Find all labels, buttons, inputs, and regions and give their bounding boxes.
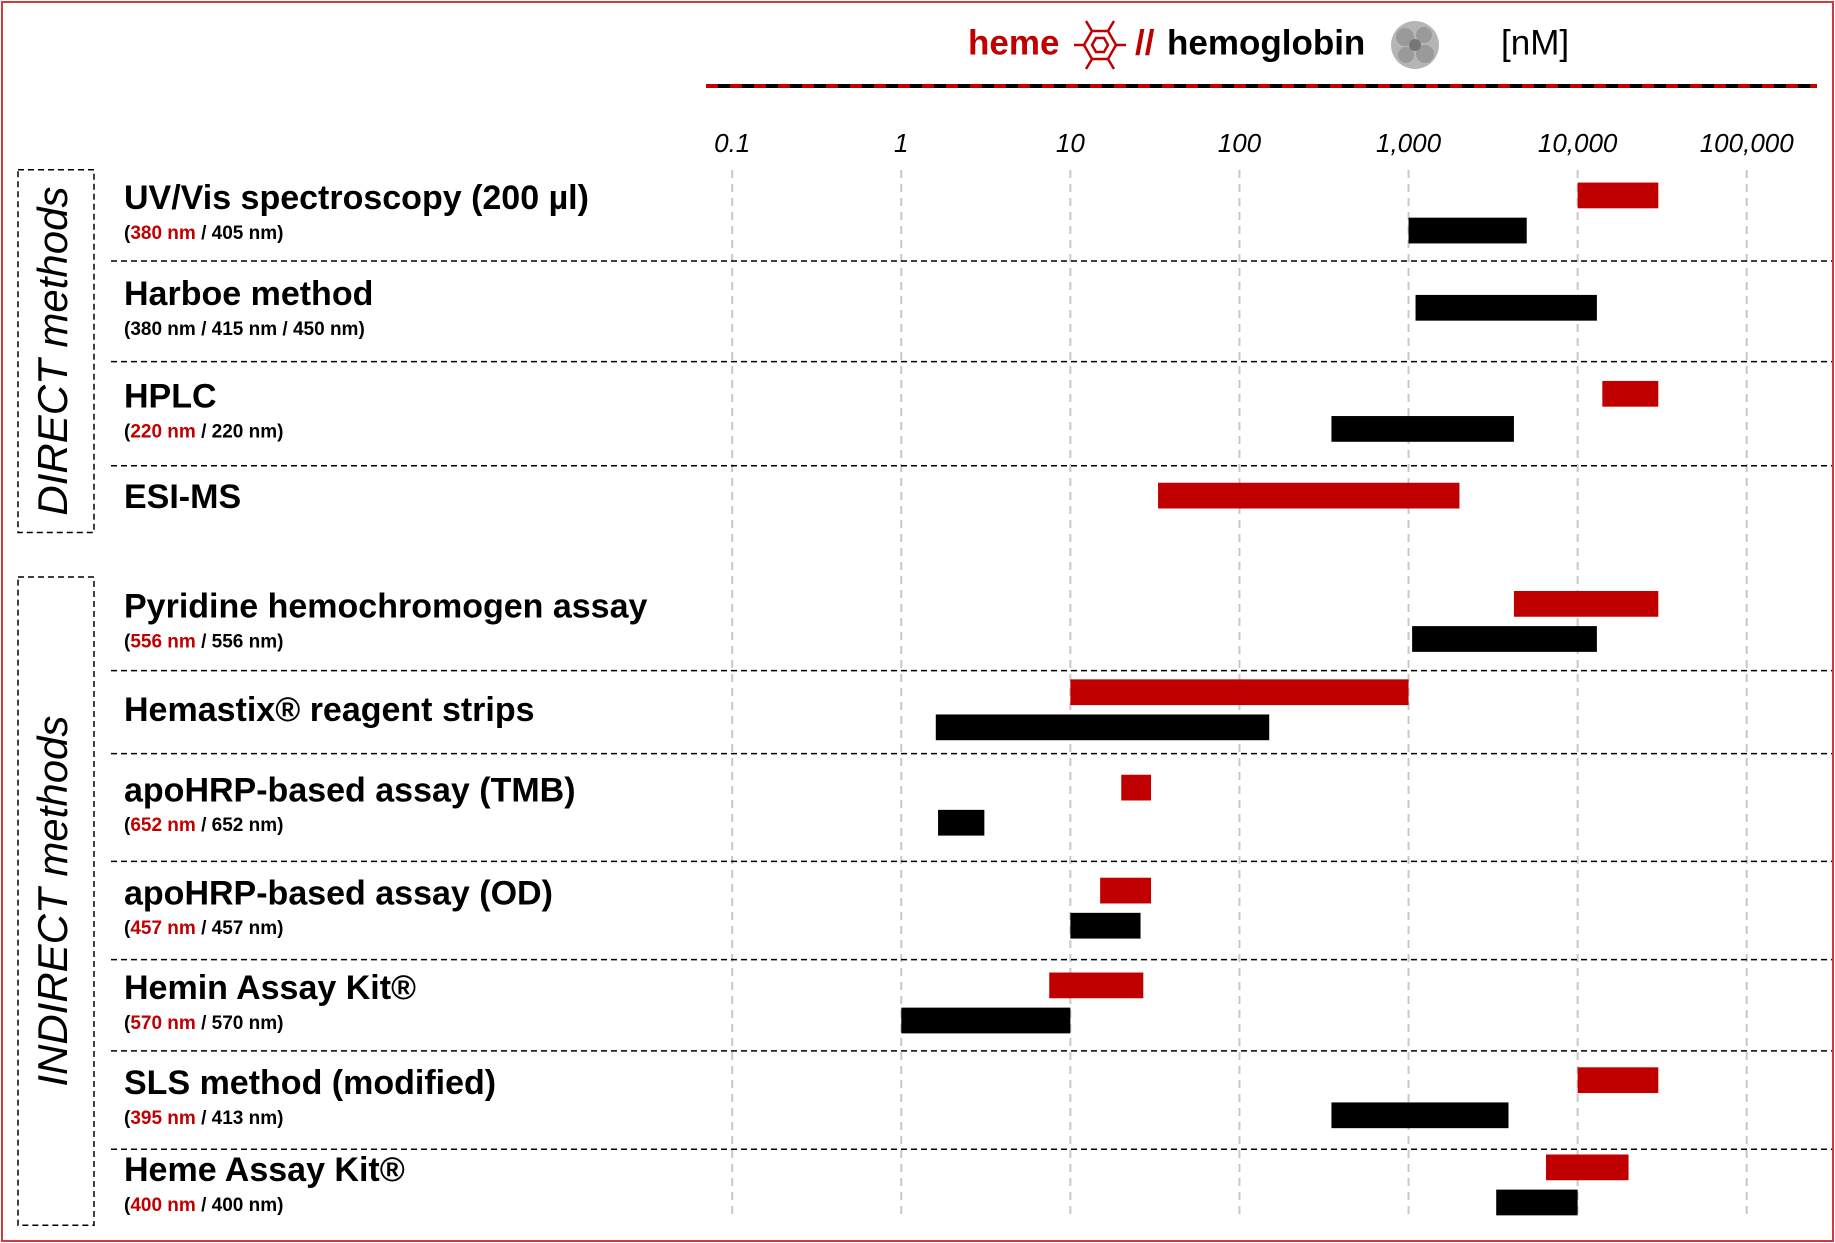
sublabel-part: 400 nm	[130, 1195, 195, 1216]
category-sublabel: (400 nm / 400 nm)	[124, 1195, 283, 1216]
category-label: apoHRP-based assay (TMB)	[124, 771, 576, 809]
range-bar	[1513, 591, 1659, 617]
range-bar	[1545, 1154, 1629, 1181]
category-label: Hemin Assay Kit®	[124, 969, 416, 1007]
range-bar	[1049, 972, 1144, 999]
sublabel-part: (	[124, 1195, 131, 1216]
x-tick-label: 10,000	[1538, 128, 1618, 158]
x-tick-label: 100	[1218, 128, 1262, 158]
range-bar	[1602, 380, 1659, 407]
category-sublabel: (380 nm / 405 nm)	[124, 223, 283, 244]
category-label: apoHRP-based assay (OD)	[124, 874, 553, 912]
category-sublabel: (556 nm / 556 nm)	[124, 632, 283, 653]
sublabel-part: (	[124, 918, 131, 939]
hemoglobin-icon	[1391, 21, 1439, 69]
x-tick-label: 100,000	[1700, 128, 1795, 158]
sublabel-part: 380 nm	[130, 223, 195, 244]
category-sublabel: (570 nm / 570 nm)	[124, 1013, 283, 1034]
sublabel-part: / 413 nm)	[196, 1108, 284, 1129]
range-bar	[1412, 626, 1597, 652]
category-label: SLS method (modified)	[124, 1064, 496, 1102]
category-sublabel: (652 nm / 652 nm)	[124, 815, 283, 836]
legend-heme: heme	[968, 23, 1059, 62]
category-label: Harboe method	[124, 275, 373, 313]
sublabel-part: (380 nm / 415 nm / 450 nm)	[124, 319, 365, 340]
sublabel-part: (	[124, 223, 131, 244]
range-bar	[1415, 294, 1597, 321]
range-bar	[935, 714, 1270, 741]
category-label: Hemastix® reagent strips	[124, 691, 535, 729]
sublabel-part: / 400 nm)	[196, 1195, 284, 1216]
x-tick-label: 1,000	[1376, 128, 1442, 158]
sublabel-part: / 652 nm)	[196, 815, 284, 836]
heme-icon	[1074, 20, 1126, 70]
x-tick-label: 10	[1056, 128, 1085, 158]
sublabel-part: / 457 nm)	[196, 918, 284, 939]
x-tick-label: 0.1	[714, 128, 750, 158]
sublabel-part: (	[124, 1108, 131, 1129]
range-bar	[1496, 1189, 1578, 1216]
group-box	[17, 576, 95, 1227]
range-bar	[1331, 1102, 1509, 1129]
category-label: Pyridine hemochromogen assay	[124, 588, 647, 626]
legend-separator: //	[1135, 23, 1155, 62]
sublabel-part: 570 nm	[130, 1013, 195, 1034]
range-bar	[1331, 416, 1514, 442]
sublabel-part: 556 nm	[130, 632, 195, 653]
group-label: INDIRECT methods	[29, 716, 76, 1087]
category-label: UV/Vis spectroscopy (200 µl)	[124, 179, 589, 217]
range-bar	[1070, 679, 1409, 706]
sublabel-part: 457 nm	[130, 918, 195, 939]
range-bar	[1100, 877, 1152, 904]
range-bar	[1577, 1067, 1659, 1094]
unit-label: [nM]	[1501, 23, 1569, 62]
legend-hemoglobin: hemoglobin	[1167, 23, 1365, 62]
sublabel-part: / 220 nm)	[196, 421, 284, 442]
category-sublabel: (395 nm / 413 nm)	[124, 1108, 283, 1129]
sublabel-part: 395 nm	[130, 1108, 195, 1129]
sublabel-part: 220 nm	[130, 421, 195, 442]
sublabel-part: (	[124, 632, 131, 653]
x-tick-label: 1	[894, 128, 908, 158]
range-bar	[1408, 217, 1527, 244]
range-bar	[938, 809, 985, 836]
category-label: HPLC	[124, 377, 217, 415]
range-bar	[1577, 182, 1659, 209]
category-label: Heme Assay Kit®	[124, 1151, 405, 1189]
range-bar	[901, 1007, 1071, 1034]
category-sublabel: (380 nm / 415 nm / 450 nm)	[124, 319, 365, 340]
group-label: DIRECT methods	[29, 187, 76, 516]
range-bar	[1158, 482, 1460, 509]
sublabel-part: 652 nm	[130, 815, 195, 836]
sublabel-part: (	[124, 815, 131, 836]
sublabel-part: (	[124, 1013, 131, 1034]
sublabel-part: / 405 nm)	[196, 223, 284, 244]
sublabel-part: / 570 nm)	[196, 1013, 284, 1034]
category-sublabel: (220 nm / 220 nm)	[124, 421, 283, 442]
category-label: ESI-MS	[124, 478, 241, 516]
sublabel-part: (	[124, 421, 131, 442]
range-bar	[1070, 912, 1141, 939]
sublabel-part: / 556 nm)	[196, 632, 284, 653]
category-sublabel: (457 nm / 457 nm)	[124, 918, 283, 939]
range-bar	[1121, 774, 1152, 801]
